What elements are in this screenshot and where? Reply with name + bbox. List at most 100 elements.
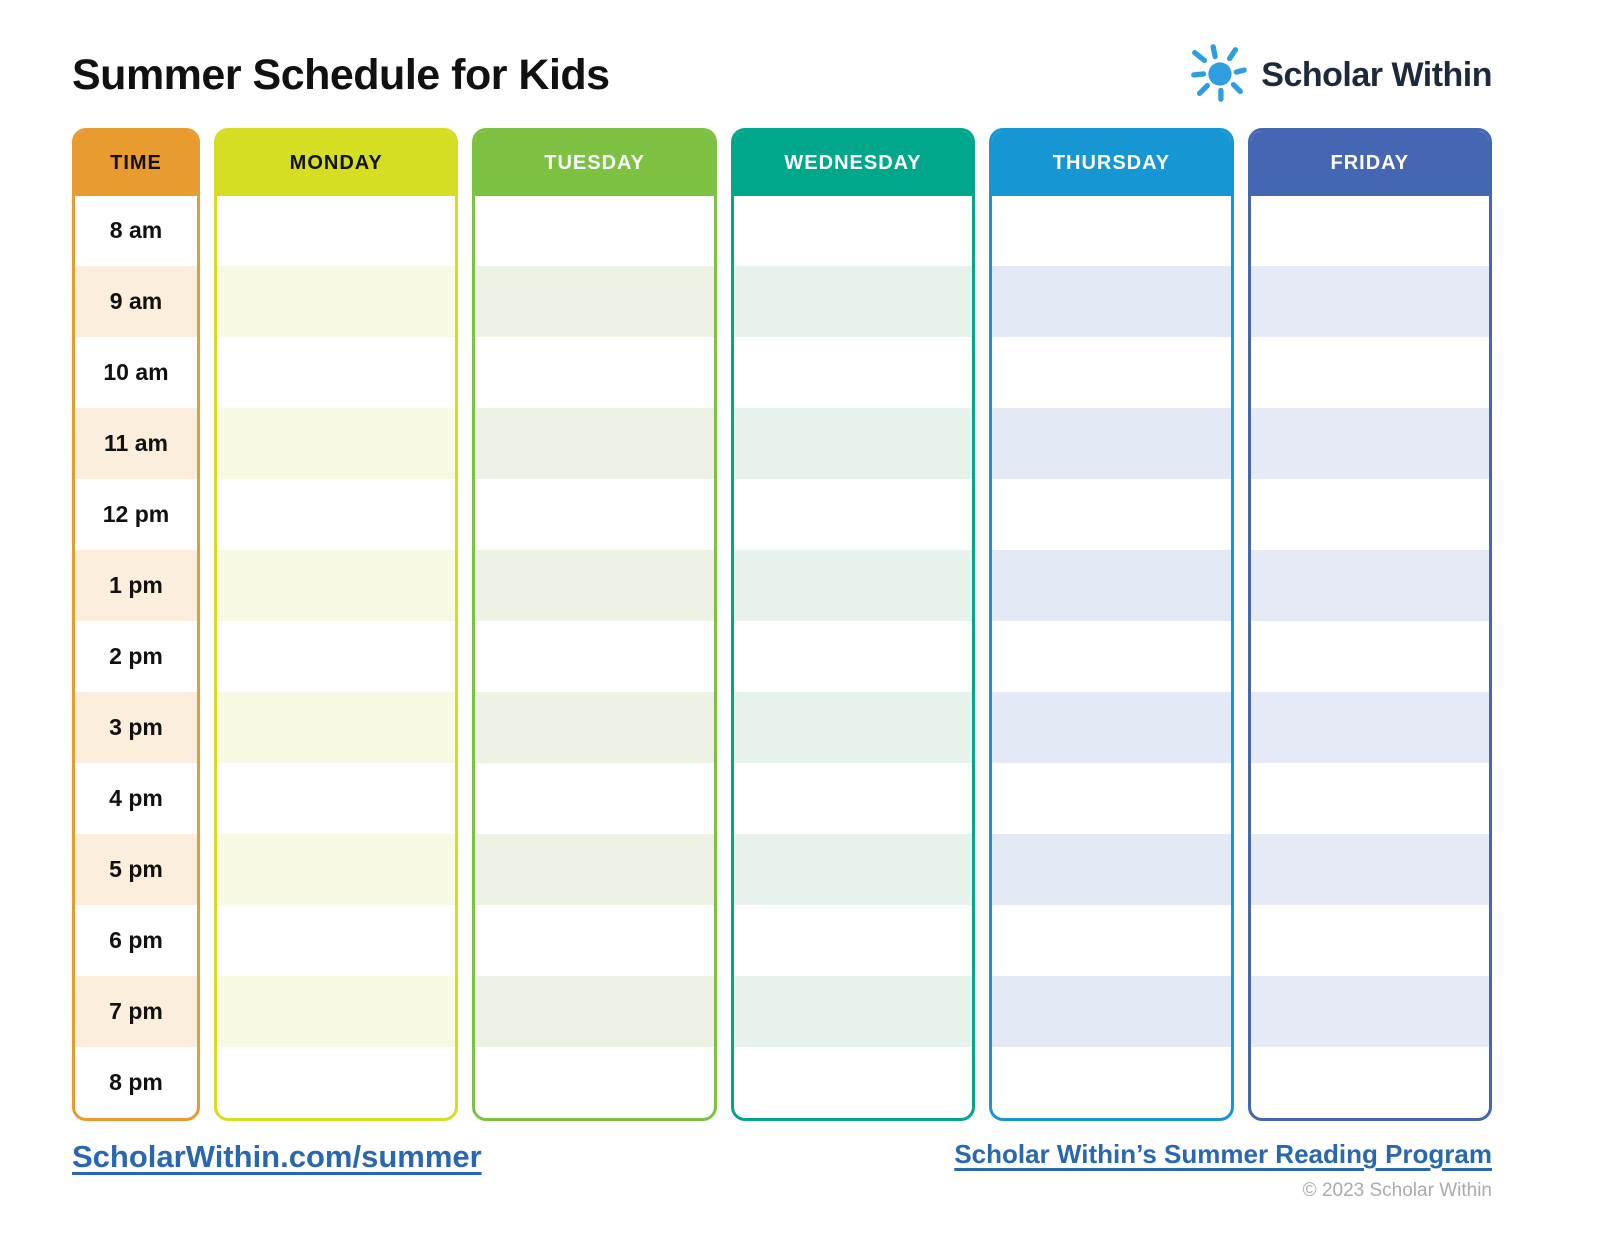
schedule-cell: [475, 550, 714, 621]
time-label: 2 pm: [109, 643, 163, 669]
schedule-cell: [217, 195, 455, 266]
schedule-cell: [992, 195, 1230, 266]
schedule-cell: [1251, 621, 1489, 692]
time-row: 7 pm: [75, 976, 197, 1047]
day-header-wednesday: WEDNESDAY: [733, 131, 973, 196]
day-column-tuesday: TUESDAY: [472, 128, 717, 1121]
footer: ScholarWithin.com/summer Scholar Within’…: [72, 1139, 1492, 1202]
schedule-cell: [992, 834, 1231, 905]
schedule-cell: [475, 621, 713, 692]
schedule-cell: [475, 763, 713, 834]
schedule-cell: [217, 550, 456, 621]
schedule-cell: [733, 834, 973, 905]
schedule-cell: [217, 408, 456, 479]
schedule-cell: [734, 1047, 972, 1118]
schedule-cell: [992, 337, 1230, 408]
summer-url-link[interactable]: ScholarWithin.com/summer: [72, 1139, 482, 1174]
copyright: © 2023 Scholar Within: [1302, 1180, 1492, 1201]
time-row: 8 am: [75, 195, 197, 266]
schedule-cell: [734, 621, 972, 692]
schedule-cell: [734, 763, 972, 834]
schedule-cell: [475, 195, 713, 266]
time-label: 1 pm: [109, 572, 163, 598]
schedule-cell: [992, 621, 1230, 692]
time-row: 3 pm: [75, 692, 197, 763]
time-row: 6 pm: [75, 905, 197, 976]
schedule-cell: [733, 976, 973, 1047]
schedule-cell: [217, 479, 455, 550]
time-row: 12 pm: [75, 479, 197, 550]
time-label: 3 pm: [109, 714, 163, 740]
day-column-friday: FRIDAY: [1247, 128, 1493, 1121]
time-column-header: TIME: [75, 131, 197, 196]
time-label: 6 pm: [109, 927, 163, 953]
schedule-cell: [1251, 763, 1489, 834]
day-header-thursday: THURSDAY: [992, 131, 1231, 196]
schedule-cell: [1250, 976, 1490, 1047]
time-label: 8 pm: [109, 1069, 163, 1095]
schedule-cell: [1251, 479, 1489, 550]
schedule-cell: [992, 479, 1230, 550]
page-title: Summer Schedule for Kids: [72, 50, 610, 99]
time-label: 10 am: [103, 359, 169, 385]
scholar-within-logo: Scholar Within: [1187, 42, 1492, 109]
schedule-cell: [992, 550, 1231, 621]
schedule-cell: [475, 408, 714, 479]
schedule-cell: [217, 266, 456, 337]
day-header-tuesday: TUESDAY: [475, 131, 714, 196]
topbar: Summer Schedule for Kids Scholar Within: [72, 42, 1492, 108]
schedule-cell: [1251, 195, 1489, 266]
schedule-cell: [992, 266, 1231, 337]
schedule-cell: [992, 905, 1230, 976]
schedule-cell: [475, 479, 713, 550]
time-label: 5 pm: [109, 856, 163, 882]
time-row: 1 pm: [75, 550, 197, 621]
time-row: 2 pm: [75, 621, 197, 692]
schedule-cell: [734, 905, 972, 976]
schedule-cell: [1250, 692, 1490, 763]
sun-icon: [1187, 42, 1249, 109]
time-row: 8 pm: [75, 1047, 197, 1118]
schedule-cell: [1251, 1047, 1489, 1118]
schedule-cell: [733, 408, 973, 479]
schedule-cell: [475, 976, 714, 1047]
schedule-cell: [734, 195, 972, 266]
day-column-thursday: THURSDAY: [989, 128, 1234, 1121]
schedule-cell: [217, 905, 455, 976]
footer-right: Scholar Within’s Summer Reading Program …: [954, 1139, 1492, 1202]
time-label: 12 pm: [102, 501, 170, 527]
schedule-cell: [734, 479, 972, 550]
day-header-monday: MONDAY: [217, 131, 456, 196]
time-row: 11 am: [75, 408, 197, 479]
time-label: 9 am: [109, 288, 163, 314]
schedule-cell: [734, 337, 972, 408]
schedule-cell: [1250, 834, 1490, 905]
schedule-cell: [992, 1047, 1230, 1118]
schedule-cell: [475, 905, 713, 976]
schedule-cell: [1250, 408, 1490, 479]
day-column-wednesday: WEDNESDAY: [730, 128, 976, 1121]
schedule-cell: [217, 763, 455, 834]
schedule-grid: TIME 8 am 9 am 10 am 11 am 12 pm 1 pm 2 pm 3 pm 4…: [72, 128, 1493, 1121]
time-row: 9 am: [75, 266, 197, 337]
time-row: 5 pm: [75, 834, 197, 905]
reading-program-link[interactable]: Scholar Within’s Summer Reading Program: [954, 1139, 1492, 1169]
schedule-cell: [733, 266, 973, 337]
day-header-friday: FRIDAY: [1250, 131, 1490, 196]
schedule-cell: [217, 692, 456, 763]
time-row: 4 pm: [75, 763, 197, 834]
schedule-cell: [217, 621, 455, 692]
time-column: TIME 8 am 9 am 10 am 11 am 12 pm 1 pm 2 pm 3 pm 4…: [72, 128, 200, 1121]
time-row: 10 am: [75, 337, 197, 408]
time-label: 7 pm: [109, 998, 163, 1024]
time-label: 8 am: [109, 217, 163, 243]
schedule-cell: [217, 1047, 455, 1118]
schedule-cell: [992, 763, 1230, 834]
schedule-cell: [733, 550, 973, 621]
time-label: 4 pm: [109, 785, 163, 811]
schedule-cell: [475, 1047, 713, 1118]
schedule-cell: [992, 408, 1231, 479]
schedule-cell: [475, 692, 714, 763]
schedule-cell: [217, 976, 456, 1047]
schedule-cell: [1250, 266, 1490, 337]
